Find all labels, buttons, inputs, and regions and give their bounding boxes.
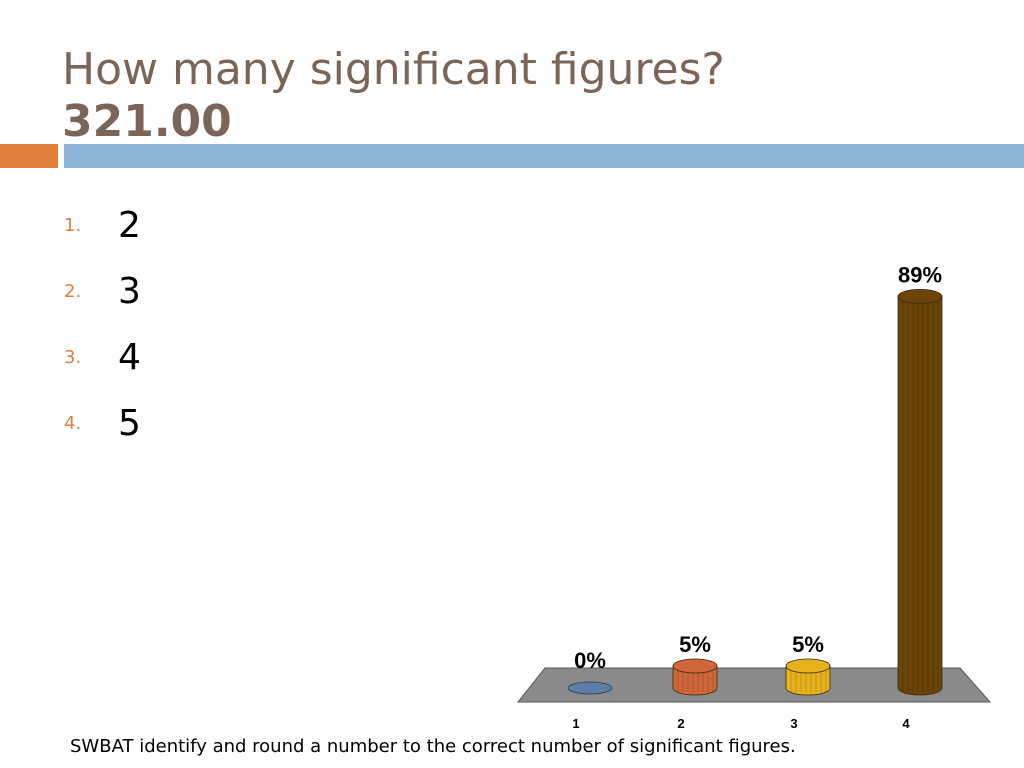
category-tick-label: 2 <box>677 716 684 731</box>
data-label: 5% <box>792 632 824 657</box>
title-number: 321.00 <box>62 96 232 147</box>
option-value: 4 <box>118 336 141 378</box>
option-number: 1. <box>64 214 82 236</box>
accent-bar-blue <box>64 144 1024 168</box>
category-tick-label: 1 <box>572 716 579 731</box>
bar-2 <box>672 658 718 696</box>
response-chart: 0% 1 5% 2 5% 3 89% 4 <box>516 262 992 731</box>
data-label: 0% <box>574 648 606 673</box>
accent-bar-orange <box>0 144 58 168</box>
data-label: 89% <box>898 262 942 287</box>
option-item: 1. 2 <box>64 192 141 258</box>
answer-options: 1. 2 2. 3 3. 4 4. 5 <box>64 192 141 456</box>
category-tick-label: 4 <box>902 716 910 731</box>
option-number: 4. <box>64 412 82 434</box>
category-tick-label: 3 <box>790 716 797 731</box>
bar-4 <box>897 289 943 696</box>
option-value: 5 <box>118 402 141 444</box>
bar-1 <box>567 681 613 695</box>
option-number: 3. <box>64 346 82 368</box>
option-item: 4. 5 <box>64 390 141 456</box>
option-item: 3. 4 <box>64 324 141 390</box>
option-number: 2. <box>64 280 82 302</box>
option-value: 3 <box>118 270 141 312</box>
option-item: 2. 3 <box>64 258 141 324</box>
option-value: 2 <box>118 204 141 246</box>
data-label: 5% <box>679 632 711 657</box>
objective-footer: SWBAT identify and round a number to the… <box>70 736 796 757</box>
slide-title: How many significant figures? 321.00 <box>62 44 725 148</box>
title-question: How many significant figures? <box>62 44 725 95</box>
bar-3 <box>785 658 831 696</box>
